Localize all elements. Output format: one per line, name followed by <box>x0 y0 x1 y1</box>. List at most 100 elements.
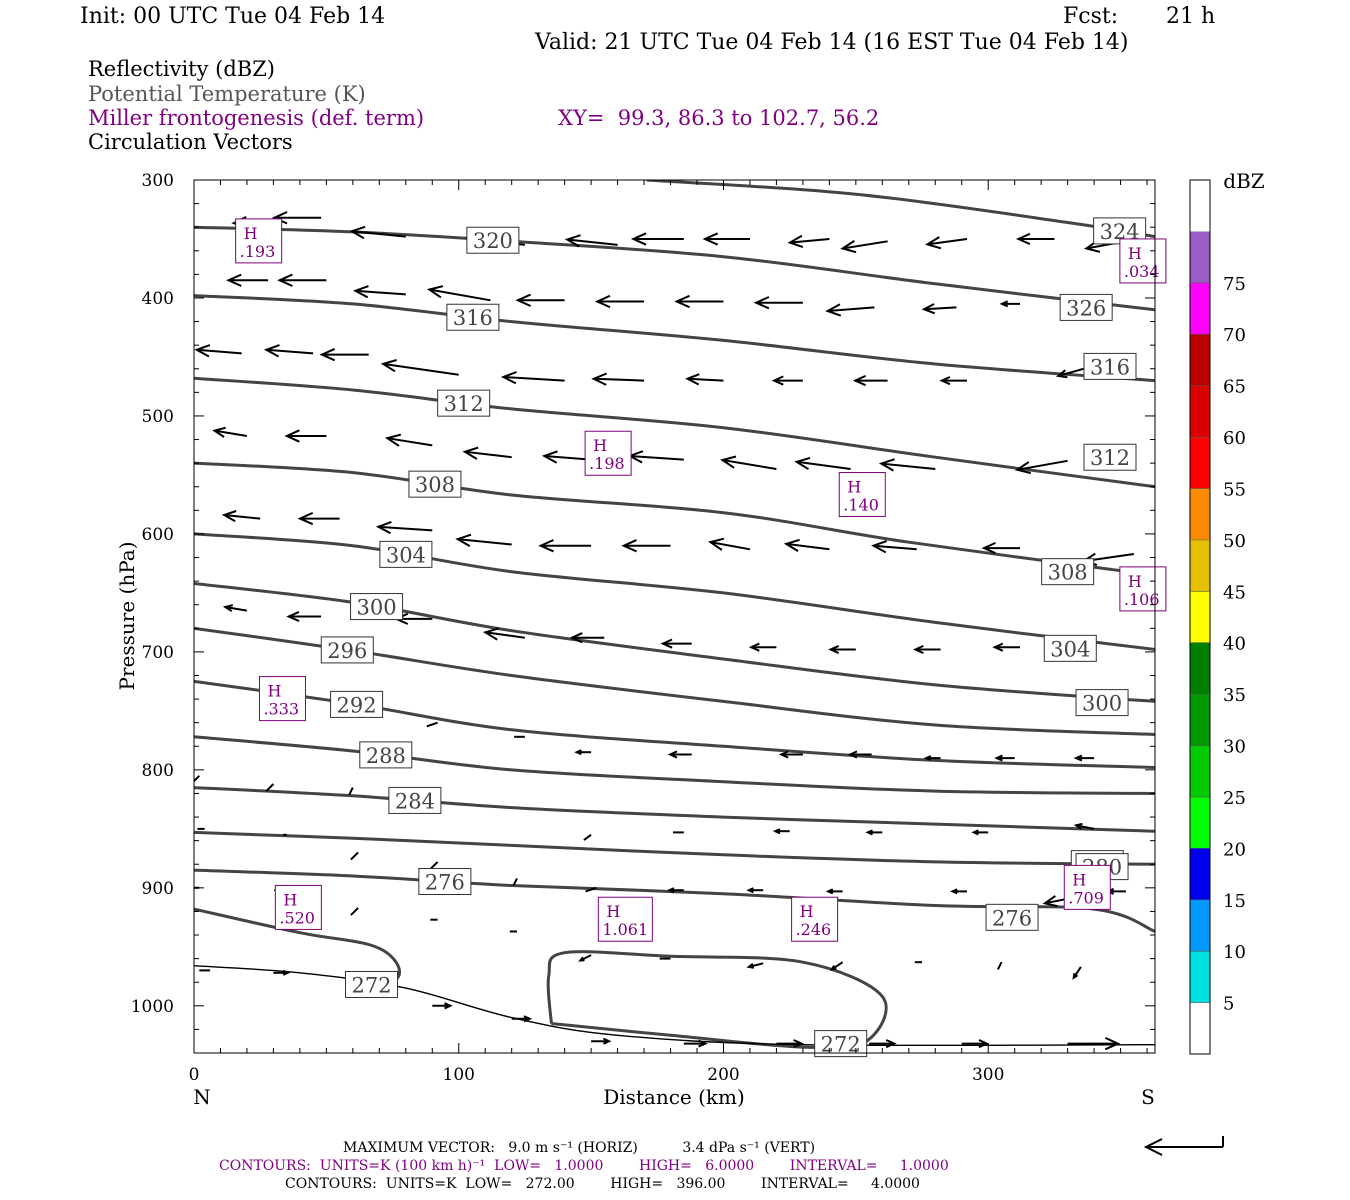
contour-label-304: 304 <box>379 540 433 568</box>
svg-text:.198: .198 <box>589 454 625 473</box>
circulation-vector <box>829 961 844 971</box>
y-tick-label: 1000 <box>131 997 174 1017</box>
circulation-vector <box>594 294 645 309</box>
svg-text:H: H <box>283 890 297 909</box>
circulation-vector <box>776 1039 805 1049</box>
colorbar-tick-label: 15 <box>1223 891 1246 912</box>
circulation-vector <box>273 969 291 976</box>
circulation-vector <box>825 303 875 317</box>
colorbar-swatch <box>1190 694 1210 746</box>
colorbar-swatch <box>1190 334 1210 386</box>
y-tick-label: 500 <box>142 407 174 427</box>
x-tick-label: 100 <box>443 1065 475 1085</box>
colorbar-swatch <box>1190 591 1210 643</box>
north-end-label: N <box>193 1085 211 1109</box>
circulation-vector <box>878 458 936 472</box>
fronto-max-label: H.333 <box>258 676 306 722</box>
contour-label-316: 316 <box>1083 352 1137 380</box>
circulation-vector <box>787 234 830 249</box>
circulation-vector <box>999 300 1020 308</box>
svg-text:300: 300 <box>357 596 397 620</box>
isentrope-284 <box>194 786 1155 833</box>
cross-section-endpoints: XY= 99.3, 86.3 to 102.7, 56.2 <box>558 106 880 130</box>
contour-label-300: 300 <box>350 593 404 621</box>
colorbar-swatch <box>1190 745 1210 797</box>
contour-label-308: 308 <box>408 470 462 498</box>
circulation-vector <box>772 828 790 835</box>
circulation-vector <box>348 787 354 796</box>
circulation-vector <box>753 296 803 310</box>
circulation-vector <box>380 359 459 376</box>
svg-text:316: 316 <box>1090 355 1130 379</box>
svg-text:296: 296 <box>327 639 367 663</box>
isentrope-308 <box>194 461 1155 577</box>
y-tick-label: 700 <box>142 643 174 663</box>
isentrope-300 <box>194 582 1155 703</box>
colorbar-swatch <box>1190 951 1210 1003</box>
y-tick-label: 900 <box>142 879 174 899</box>
circulation-vector <box>462 446 512 460</box>
circulation-vector <box>660 638 692 649</box>
svg-text:.246: .246 <box>796 920 832 939</box>
contour-label-312: 312 <box>437 389 491 417</box>
isentrope-288 <box>194 735 1155 795</box>
svg-text:1.061: 1.061 <box>602 920 648 939</box>
colorbar-tick-label: 10 <box>1223 942 1246 963</box>
isentrope-312 <box>194 376 1155 489</box>
colorbar-tick-label: 45 <box>1223 582 1246 603</box>
circulation-vector <box>384 433 433 447</box>
svg-text:H: H <box>1128 572 1142 591</box>
fronto-max-label: H.198 <box>584 430 632 476</box>
max-vector-note: MAXIMUM VECTOR: 9.0 m s⁻¹ (HORIZ) 3.4 dP… <box>343 1140 816 1156</box>
svg-text:312: 312 <box>444 392 484 416</box>
circulation-vector <box>923 755 941 762</box>
circulation-vector <box>432 1002 453 1010</box>
circulation-vector <box>212 426 248 438</box>
x-tick-label: 0 <box>189 1065 200 1085</box>
svg-text:H: H <box>800 902 814 921</box>
svg-text:304: 304 <box>386 543 426 567</box>
svg-text:.333: .333 <box>263 700 299 719</box>
svg-text:312: 312 <box>1090 446 1130 470</box>
circulation-vector <box>627 450 684 464</box>
circulation-vector <box>746 962 764 969</box>
y-tick-label: 800 <box>142 761 174 781</box>
circulation-vector <box>585 886 597 893</box>
theta-contour-note: CONTOURS: UNITS=K LOW= 272.00 HIGH= 396.… <box>285 1176 920 1192</box>
circulation-vector <box>840 240 888 254</box>
colorbar-swatch <box>1190 231 1210 283</box>
circulation-vector <box>708 537 751 551</box>
svg-text:H: H <box>244 224 258 243</box>
colorbar-tick-label: 55 <box>1223 479 1246 500</box>
circulation-vector <box>574 749 592 756</box>
circulation-vector <box>997 961 1003 970</box>
circulation-vector <box>1014 459 1068 475</box>
svg-text:.520: .520 <box>279 908 315 927</box>
fronto-max-label: H.106 <box>1119 566 1167 612</box>
circulation-vector <box>719 455 777 470</box>
circulation-vector <box>222 604 248 613</box>
fronto-max-label: H.709 <box>1063 864 1111 910</box>
fronto-contour-note: CONTOURS: UNITS=K (100 km h)⁻¹ LOW= 1.00… <box>219 1158 949 1174</box>
circulation-vector <box>426 285 491 302</box>
svg-text:H: H <box>267 682 281 701</box>
circulation-vector <box>828 644 856 655</box>
circulation-vector <box>924 236 968 250</box>
circulation-vector <box>871 540 917 554</box>
contour-label-320: 320 <box>466 226 520 254</box>
circulation-vector <box>971 829 989 836</box>
isentrope-272 <box>546 950 888 1050</box>
colorbar-tick-label: 25 <box>1223 788 1246 809</box>
circulation-vector <box>271 211 322 225</box>
circulation-vector <box>865 829 883 836</box>
circulation-vector <box>921 303 957 315</box>
thin-contour <box>194 965 1155 1047</box>
circulation-vector <box>667 750 692 759</box>
circulation-vector <box>630 232 684 246</box>
colorbar-frame <box>1189 179 1211 1055</box>
contour-label-326: 326 <box>1059 293 1113 321</box>
circulation-vector <box>674 294 724 309</box>
circulation-vector <box>683 1039 708 1048</box>
x-tick-label: 200 <box>707 1065 739 1085</box>
colorbar-swatch <box>1190 796 1210 849</box>
